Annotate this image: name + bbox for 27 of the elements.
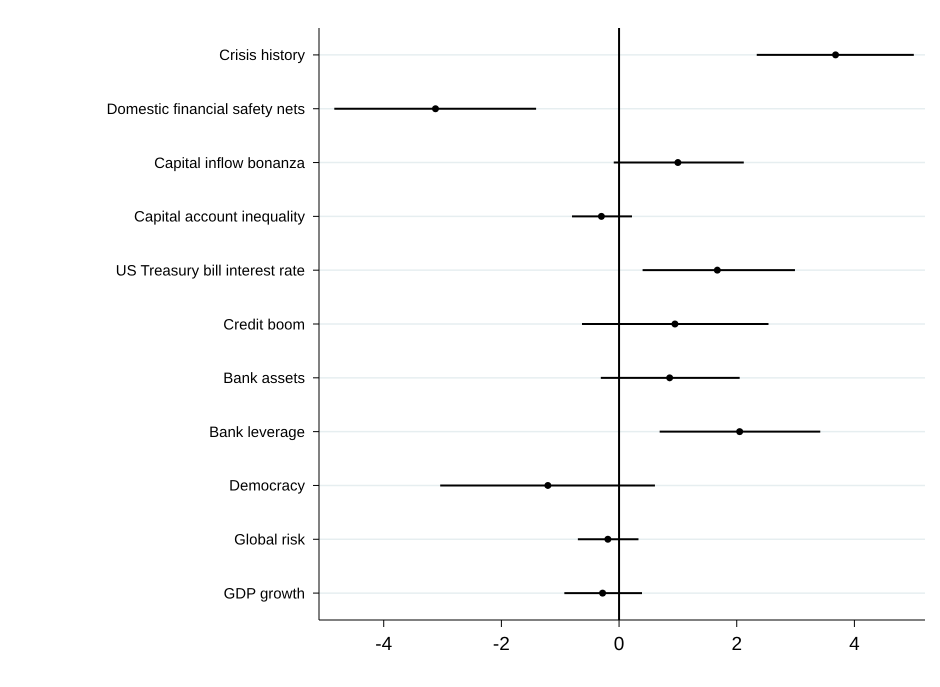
point bbox=[604, 536, 612, 543]
y-tick-label: US Treasury bill interest rate bbox=[116, 262, 305, 280]
x-tick-label: 0 bbox=[614, 634, 624, 655]
point bbox=[714, 266, 721, 274]
point bbox=[736, 428, 744, 436]
y-tick-label: Bank assets bbox=[223, 370, 305, 388]
point bbox=[832, 51, 840, 58]
x-tick-label: 2 bbox=[731, 634, 742, 655]
y-tick-label: Capital inflow bonanza bbox=[154, 154, 306, 172]
y-tick-label: GDP growth bbox=[224, 585, 305, 602]
point bbox=[671, 320, 678, 328]
point bbox=[666, 374, 674, 382]
point bbox=[544, 482, 552, 489]
x-tick-label: 4 bbox=[849, 634, 860, 655]
y-tick-label: Global risk bbox=[234, 532, 306, 549]
x-tick-label: -4 bbox=[375, 634, 393, 655]
y-tick-label: Crisis history bbox=[219, 47, 306, 64]
y-tick-label: Domestic financial safety nets bbox=[106, 100, 305, 118]
y-tick-label: Bank leverage bbox=[209, 424, 305, 441]
x-tick-label: -2 bbox=[492, 634, 510, 655]
point bbox=[599, 590, 606, 597]
y-tick-label: Democracy bbox=[229, 478, 306, 495]
point bbox=[674, 159, 682, 166]
y-tick-label: Credit boom bbox=[223, 316, 305, 334]
y-tick-label: Capital account inequality bbox=[134, 208, 306, 226]
point bbox=[432, 105, 439, 112]
point bbox=[598, 212, 605, 220]
